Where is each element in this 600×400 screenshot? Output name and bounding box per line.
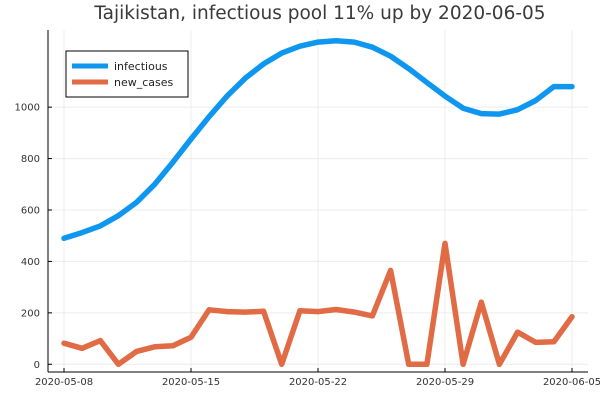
y-tick-label: 200 xyxy=(21,308,40,319)
series-line-infectious xyxy=(61,38,575,242)
x-tick-label: 2020-05-15 xyxy=(162,377,220,388)
grid xyxy=(48,30,588,372)
series xyxy=(61,38,575,368)
legend-box xyxy=(65,50,189,98)
x-tick-label: 2020-05-29 xyxy=(416,377,474,388)
chart-title: Tajikistan, infectious pool 11% up by 20… xyxy=(93,3,545,24)
legend-label-new-cases: new_cases xyxy=(114,76,174,89)
x-tick-label: 2020-05-22 xyxy=(289,377,347,388)
y-tick-label: 1000 xyxy=(15,103,40,114)
y-tick-label: 0 xyxy=(34,360,40,371)
y-tick-label: 600 xyxy=(21,206,40,217)
y-tick-label: 400 xyxy=(21,257,40,268)
legend-label-infectious: infectious xyxy=(114,60,168,73)
x-tick-label: 2020-05-08 xyxy=(35,377,93,388)
x-tick-label: 2020-06-05 xyxy=(543,377,600,388)
y-tick-labels: 0 200 400 600 800 1000 xyxy=(15,103,52,371)
series-line-new-cases xyxy=(61,240,575,368)
legend: infectious new_cases xyxy=(65,50,189,98)
x-tick-labels: 2020-05-08 2020-05-15 2020-05-22 2020-05-29… xyxy=(35,368,600,388)
y-tick-label: 800 xyxy=(21,154,40,165)
